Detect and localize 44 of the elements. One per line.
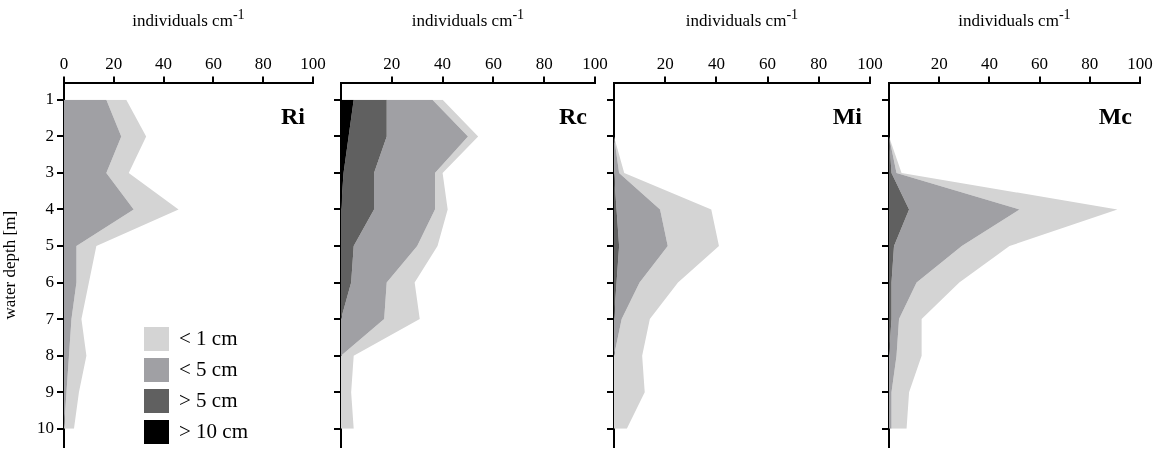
y-tick-label: 4 — [45, 198, 55, 218]
y-tick-label: 3 — [45, 162, 54, 182]
text: Mc — [1098, 102, 1133, 129]
y-tick-label: 9 — [45, 381, 54, 401]
x-tick-label: 20 — [656, 53, 674, 73]
x-tick-label: 20 — [383, 53, 401, 73]
x-tick-label: 60 — [204, 53, 222, 73]
y-tick-label: 6 — [45, 272, 54, 292]
x-axis-title: individuals cm$^{-1}$ — [411, 6, 525, 31]
y-tick-label: 2 — [45, 125, 54, 145]
x-tick-label: 40 — [155, 53, 173, 73]
text: Rc — [559, 102, 588, 129]
y-tick-label: 8 — [45, 345, 54, 365]
x-tick-label: 40 — [434, 53, 452, 73]
y-tick-label: 7 — [45, 308, 55, 328]
legend-label: > 10 cm — [179, 419, 248, 444]
x-tick-label: 40 — [707, 53, 725, 73]
legend-label: < 5 cm — [179, 357, 238, 382]
x-axis-title: individuals cm$^{-1}$ — [685, 6, 799, 31]
legend-label: < 1 cm — [179, 326, 238, 351]
y-tick-label: 5 — [45, 235, 54, 255]
x-tick-label: 60 — [1031, 53, 1049, 73]
y-tick-label: 10 — [37, 418, 54, 438]
x-tick-label: 80 — [810, 53, 828, 73]
x-tick-label: 100 — [1127, 53, 1153, 73]
x-tick-label: 20 — [930, 53, 948, 73]
x-tick-label: 40 — [980, 53, 998, 73]
x-axis-title: individuals cm$^{-1}$ — [132, 6, 245, 31]
x-tick-label: 80 — [254, 53, 272, 73]
x-tick-label: 80 — [1081, 53, 1099, 73]
x-tick-label: 100 — [300, 53, 326, 73]
x-tick-label: 60 — [484, 53, 502, 73]
x-tick-label: 20 — [105, 53, 123, 73]
x-axis-title: individuals cm$^{-1}$ — [958, 6, 1071, 31]
x-tick-label: 100 — [857, 53, 883, 73]
text: Ri — [281, 102, 306, 129]
x-tick-label: 80 — [535, 53, 553, 73]
x-tick-label: 0 — [59, 53, 69, 73]
y-axis-title: water depth [m] — [0, 210, 19, 320]
y-tick-label: 1 — [45, 89, 54, 109]
x-tick-label: 60 — [759, 53, 777, 73]
text: Mi — [832, 102, 863, 129]
legend-label: > 5 cm — [179, 388, 238, 413]
x-tick-label: 100 — [582, 53, 608, 73]
